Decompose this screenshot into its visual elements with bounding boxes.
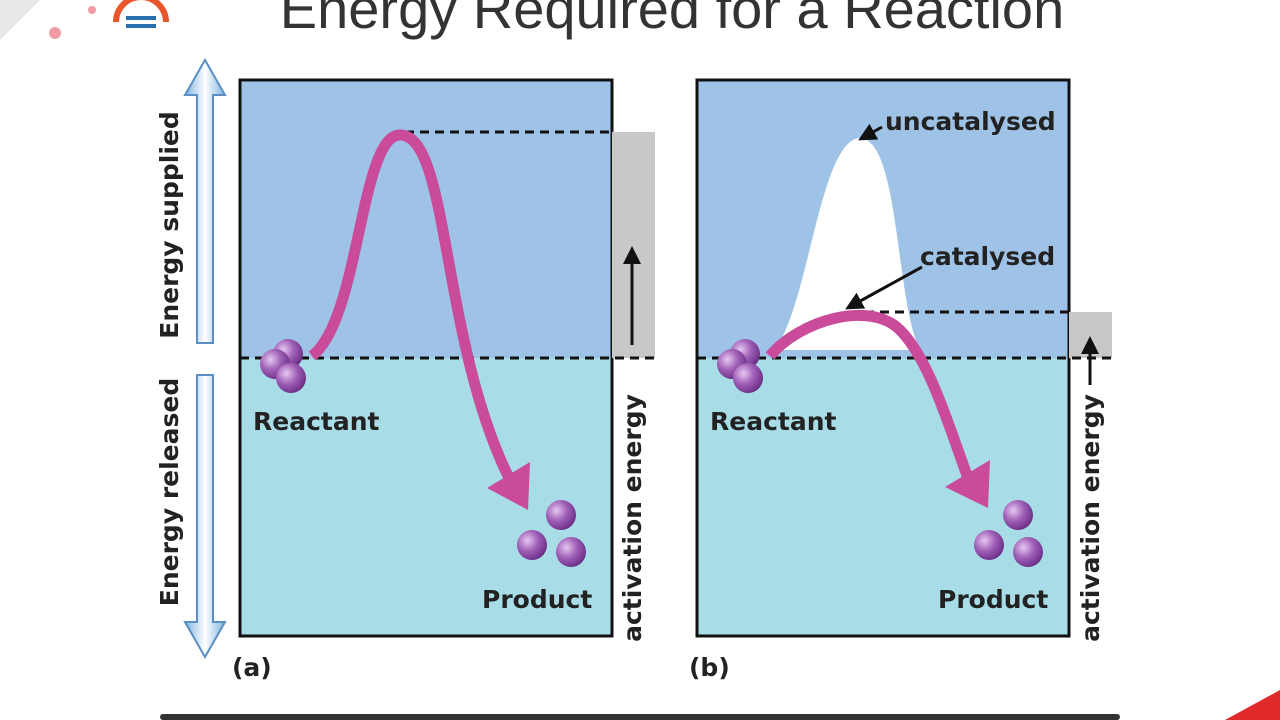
catalysed-label: catalysed bbox=[920, 242, 1055, 271]
panel-b bbox=[695, 78, 1112, 638]
panel-label: (a) bbox=[232, 653, 272, 682]
title: Energy Required for a Reaction bbox=[280, 0, 1064, 40]
activation-energy-label: activation energy bbox=[618, 394, 647, 642]
reactant-label: Reactant bbox=[710, 407, 837, 436]
panel-label: (b) bbox=[689, 653, 730, 682]
energy-released-label: Energy released bbox=[155, 378, 184, 606]
bottom-bar bbox=[160, 714, 1120, 720]
energy-arrows bbox=[183, 57, 227, 660]
product-label: Product bbox=[482, 585, 592, 614]
activation-energy-label: activation energy bbox=[1076, 394, 1105, 642]
reactant-label: Reactant bbox=[253, 407, 380, 436]
corner-decoration bbox=[1225, 690, 1280, 720]
uncatalysed-label: uncatalysed bbox=[885, 107, 1056, 136]
panel-a bbox=[238, 78, 655, 638]
product-label: Product bbox=[938, 585, 1048, 614]
energy-supplied-label: Energy supplied bbox=[155, 111, 184, 339]
logo bbox=[0, 0, 169, 40]
